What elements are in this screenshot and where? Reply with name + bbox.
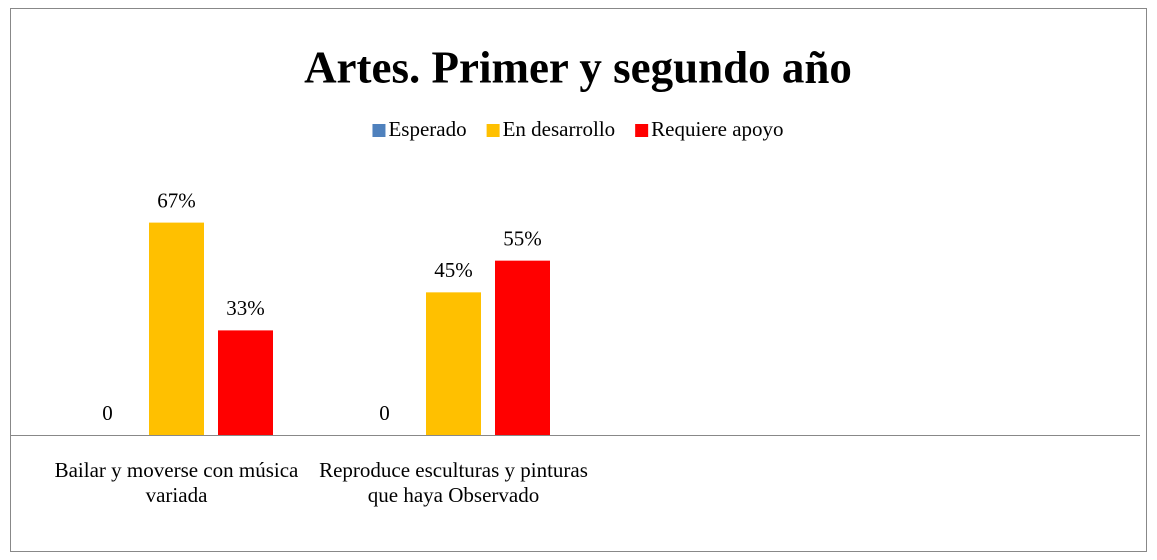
bar xyxy=(149,222,204,435)
data-label: 0 xyxy=(379,401,390,425)
legend-swatch xyxy=(486,124,500,137)
bar xyxy=(218,330,273,435)
x-tick-label: Bailar y moverse con música variada xyxy=(54,458,299,507)
data-label: 0 xyxy=(102,401,113,425)
chart-title: Artes. Primer y segundo año xyxy=(304,42,852,92)
legend-swatch xyxy=(635,124,649,137)
legend-label: Esperado xyxy=(388,117,466,141)
legend-label: Requiere apoyo xyxy=(651,117,783,141)
data-label: 33% xyxy=(226,296,265,320)
data-label: 55% xyxy=(503,226,542,250)
bar xyxy=(495,260,550,435)
data-label: 67% xyxy=(157,188,196,212)
bar xyxy=(426,292,481,435)
legend-swatch xyxy=(372,124,386,137)
data-label: 45% xyxy=(434,258,473,282)
legend-label: En desarrollo xyxy=(503,117,616,141)
x-tick-label: Reproduce esculturas y pinturas que haya… xyxy=(319,458,588,507)
